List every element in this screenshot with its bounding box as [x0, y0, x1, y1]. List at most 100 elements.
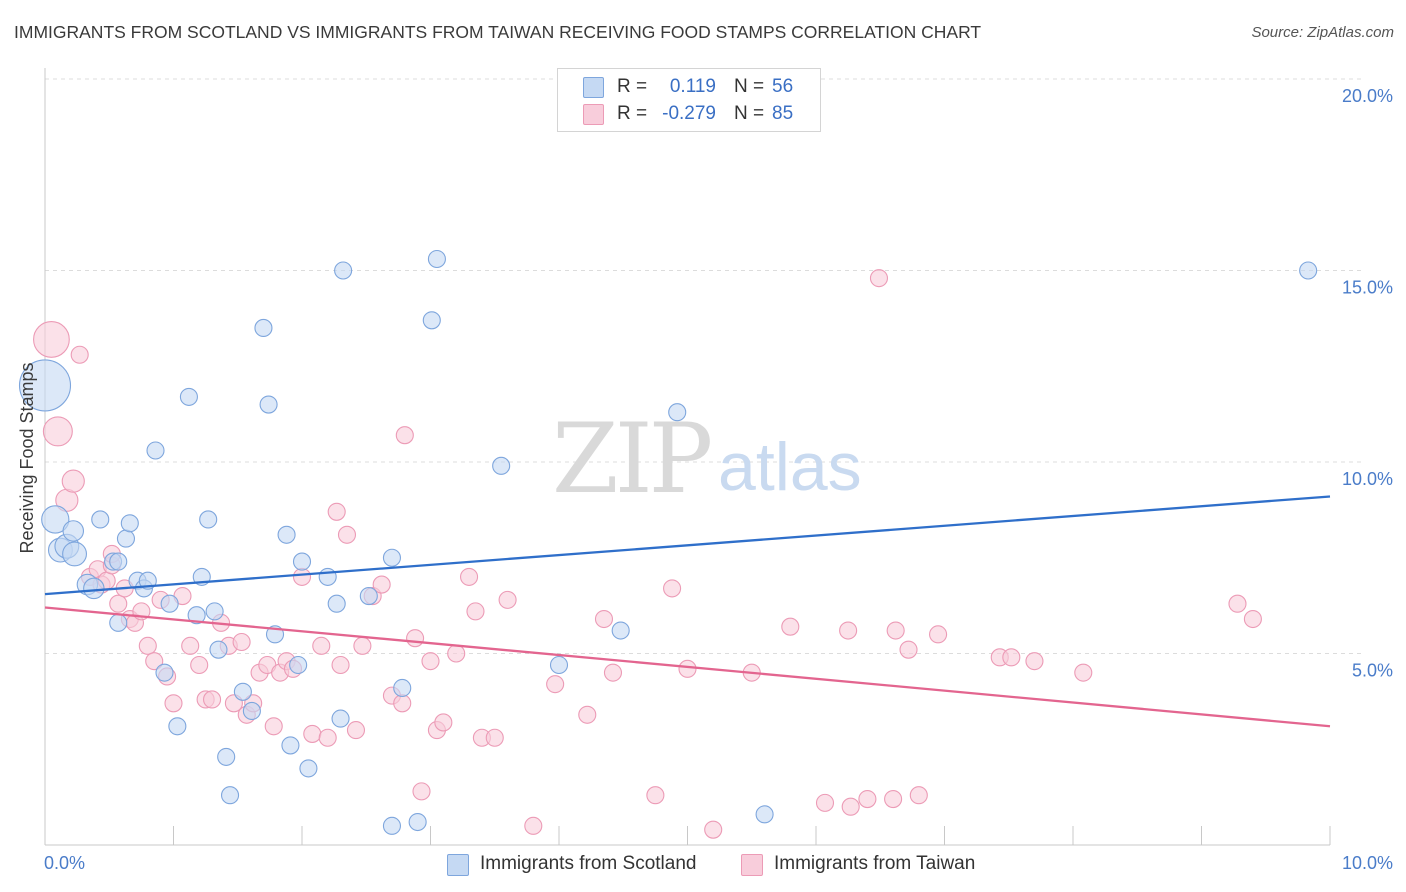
point-taiwan: [61, 469, 85, 493]
legend-swatch-scotland: [583, 77, 604, 98]
point-taiwan: [33, 321, 70, 358]
point-scotland: [331, 709, 350, 728]
point-scotland: [168, 717, 187, 736]
point-scotland: [155, 663, 174, 682]
point-taiwan: [466, 602, 485, 621]
legend-row-scotland: R = 0.119 N = 56: [558, 74, 820, 100]
point-scotland: [427, 249, 446, 269]
point-scotland: [1299, 261, 1318, 280]
point-taiwan: [337, 525, 357, 544]
legend-swatch-taiwan: [583, 104, 604, 125]
point-taiwan: [346, 721, 366, 740]
point-taiwan: [434, 713, 453, 732]
point-taiwan: [459, 567, 479, 586]
point-taiwan: [331, 655, 350, 675]
data-points: [18, 249, 1318, 839]
point-scotland: [259, 395, 278, 414]
y-tick-label: 15.0%: [1342, 278, 1393, 298]
point-taiwan: [181, 636, 200, 655]
point-taiwan: [839, 621, 858, 640]
point-scotland: [217, 747, 236, 766]
point-scotland: [292, 552, 312, 571]
point-scotland: [549, 655, 569, 675]
point-taiwan: [1228, 594, 1247, 613]
point-taiwan: [886, 621, 905, 640]
bottom-legend-swatch-scotland: [447, 854, 469, 876]
point-scotland: [179, 387, 198, 406]
point-scotland: [611, 621, 630, 640]
point-scotland: [281, 736, 300, 755]
point-scotland: [220, 786, 240, 805]
point-taiwan: [815, 793, 835, 812]
point-scotland: [120, 514, 139, 533]
trend-line-scotland: [44, 495, 1331, 596]
point-taiwan: [869, 269, 889, 288]
point-taiwan: [546, 675, 565, 694]
trend-line-taiwan: [44, 606, 1331, 728]
y-tick-label: 20.0%: [1342, 86, 1393, 106]
trend-lines: [44, 495, 1331, 728]
watermark: ZIP atlas: [552, 403, 862, 515]
point-taiwan: [909, 786, 928, 805]
point-taiwan: [109, 594, 128, 613]
point-taiwan: [663, 579, 682, 598]
point-taiwan: [781, 617, 800, 636]
bottom-legend-label-taiwan: Immigrants from Taiwan: [774, 853, 976, 874]
point-scotland: [299, 759, 318, 778]
point-taiwan: [646, 786, 665, 805]
point-scotland: [393, 678, 412, 698]
legend-n-value-scotland: 56: [772, 76, 794, 97]
point-scotland: [408, 812, 427, 832]
grid-lines: [45, 78, 1365, 654]
point-scotland: [91, 510, 110, 529]
point-taiwan: [603, 663, 623, 682]
point-scotland: [18, 359, 72, 412]
point-scotland: [242, 701, 261, 721]
point-taiwan: [1243, 609, 1262, 629]
point-scotland: [318, 567, 337, 586]
y-tick-label: 5.0%: [1352, 661, 1393, 681]
point-scotland: [277, 525, 296, 544]
point-scotland: [233, 682, 252, 701]
legend-n-label: N =: [734, 76, 765, 97]
point-scotland: [492, 456, 511, 475]
point-scotland: [382, 816, 402, 835]
point-taiwan: [447, 644, 466, 663]
point-taiwan: [412, 782, 431, 801]
point-taiwan: [312, 636, 331, 655]
point-taiwan: [203, 690, 222, 709]
point-taiwan: [232, 632, 251, 652]
point-taiwan: [145, 652, 164, 671]
point-scotland: [109, 613, 128, 632]
point-taiwan: [678, 659, 697, 678]
point-taiwan: [42, 416, 73, 447]
point-taiwan: [327, 502, 346, 521]
point-taiwan: [264, 717, 283, 736]
point-taiwan: [353, 636, 372, 655]
bottom-legend-label-scotland: Immigrants from Scotland: [480, 853, 697, 874]
point-taiwan: [138, 636, 157, 655]
legend-n-value-taiwan: 85: [772, 103, 794, 124]
watermark-zip: ZIP: [552, 403, 711, 515]
point-taiwan: [858, 789, 877, 809]
point-taiwan: [303, 724, 322, 743]
point-scotland: [83, 577, 105, 600]
point-scotland: [146, 441, 165, 460]
point-taiwan: [372, 575, 391, 594]
point-taiwan: [929, 625, 948, 644]
legend-r-label: R =: [617, 103, 648, 124]
point-taiwan: [899, 640, 918, 659]
point-taiwan: [578, 705, 597, 724]
point-taiwan: [594, 609, 614, 629]
point-scotland: [359, 586, 378, 606]
point-taiwan: [841, 797, 860, 816]
point-taiwan: [406, 629, 425, 648]
legend-r-label: R =: [617, 76, 648, 97]
point-scotland: [160, 594, 179, 613]
point-scotland: [254, 318, 273, 338]
correlation-legend: R = 0.119 N = 56 R = -0.279 N = 85: [557, 68, 821, 132]
point-taiwan: [1025, 652, 1044, 671]
point-taiwan: [498, 590, 517, 609]
